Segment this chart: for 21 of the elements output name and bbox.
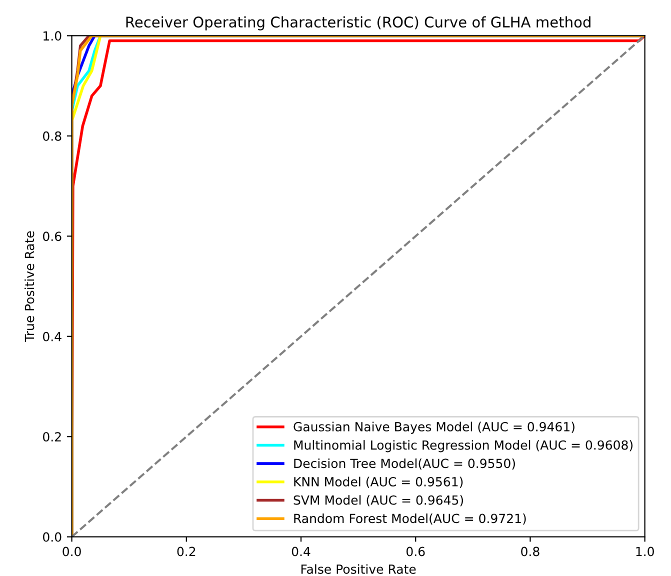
y-tick-label: 0.8	[43, 131, 62, 141]
legend-label: Multinomial Logistic Regression Model (AUC = 0.9608)	[294, 440, 633, 452]
legend-label: SVM Model (AUC = 0.9645)	[294, 495, 463, 506]
x-tick-label: 0.2	[177, 546, 196, 556]
legend-label: Gaussian Naive Bayes Model (AUC = 0.9461)	[294, 422, 574, 434]
y-tick-label: 0.4	[43, 332, 62, 342]
y-tick-label: 1.0	[44, 31, 62, 41]
y-tick-label: 0.2	[43, 432, 61, 442]
x-tick-label: 0.6	[406, 546, 425, 556]
x-tick-label: 0.0	[62, 546, 81, 556]
y-tick-label: 0.6	[43, 232, 62, 242]
y-tick-label: 0.0	[43, 532, 62, 542]
x-tick-label: 1.0	[636, 546, 654, 556]
legend-label: Decision Tree Model(AUC = 0.9550)	[294, 458, 515, 470]
legend-label: Random Forest Model(AUC = 0.9721)	[294, 513, 526, 525]
chart-title: Receiver Operating Characteristic (ROC) Curve of GLHA method	[126, 16, 590, 30]
x-tick-label: 0.8	[521, 546, 540, 556]
x-tick-label: 0.4	[292, 546, 310, 556]
x-axis-title: False Positive Rate	[301, 564, 416, 574]
legend-label: KNN Model (AUC = 0.9561)	[294, 476, 463, 488]
y-axis-title: True Positive Rate	[24, 231, 34, 342]
